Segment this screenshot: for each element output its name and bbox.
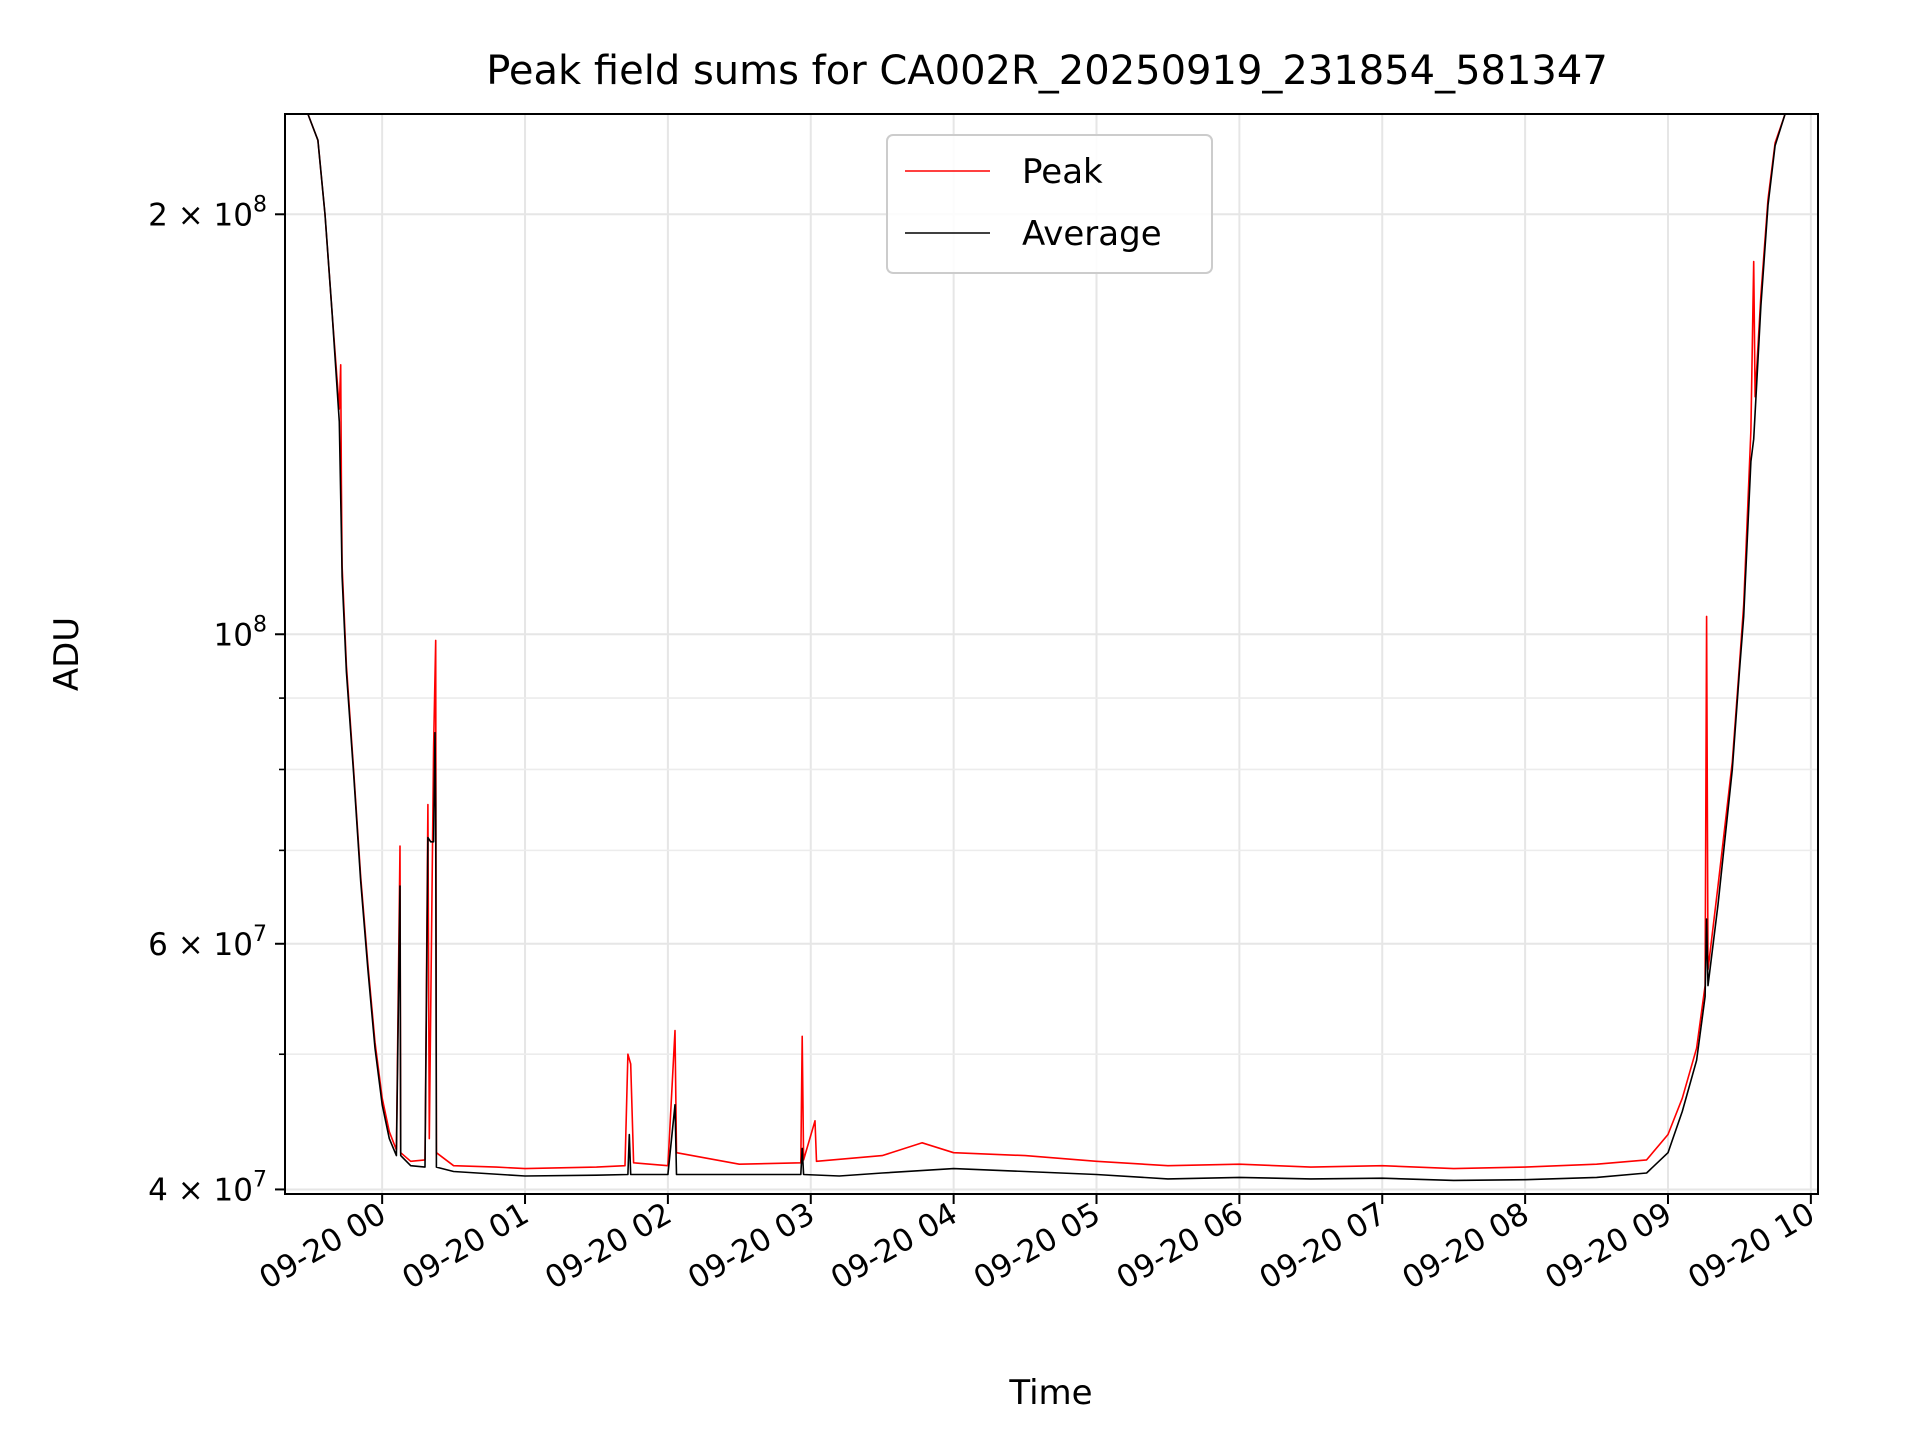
- series-average-line: [285, 113, 1818, 1182]
- y-tick-label: 4 × 107: [148, 1167, 267, 1208]
- legend-label-average: Average: [1022, 214, 1162, 254]
- chart-title: Peak field sums for CA002R_20250919_2318…: [486, 48, 1608, 94]
- y-tick-label-exponent: 8: [253, 192, 267, 217]
- y-axis-label: ADU: [47, 617, 87, 691]
- y-tick-label-base: 6 × 10: [148, 927, 253, 963]
- y-tick-label-exponent: 7: [253, 922, 267, 947]
- plot-series: [285, 113, 1818, 1182]
- y-tick-label-base: 10: [214, 617, 253, 653]
- legend: Peak Average: [886, 134, 1213, 274]
- legend-label-peak: Peak: [1022, 152, 1103, 192]
- y-tick-label-exponent: 7: [253, 1167, 267, 1192]
- plot-frame: [284, 113, 1819, 1195]
- y-tick-label: 6 × 107: [148, 922, 267, 963]
- y-tick-label-base: 4 × 10: [148, 1172, 253, 1208]
- y-tick-label: 2 × 108: [148, 192, 267, 233]
- legend-box: [886, 134, 1213, 274]
- y-tick-label: 108: [214, 612, 267, 653]
- x-axis-label: Time: [1008, 1373, 1092, 1413]
- y-tick-label-exponent: 8: [253, 612, 267, 637]
- y-tick-label-base: 2 × 10: [148, 197, 253, 233]
